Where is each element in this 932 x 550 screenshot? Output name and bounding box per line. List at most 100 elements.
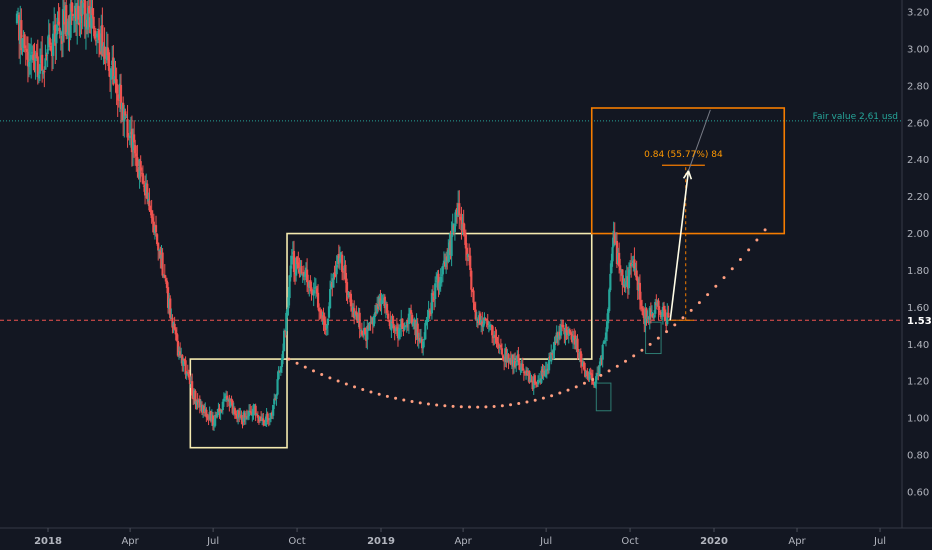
candle-down — [106, 47, 109, 56]
candle-down — [619, 265, 622, 271]
target-zone-box — [590, 107, 786, 235]
curve-dot — [426, 402, 430, 406]
candle-down — [171, 317, 174, 328]
curve-dot — [476, 405, 480, 409]
candle-down — [262, 418, 265, 421]
candle-down — [43, 71, 46, 73]
candle-up — [61, 9, 65, 42]
candle-up — [483, 317, 486, 324]
candle-up — [338, 258, 342, 262]
candle-down — [161, 252, 164, 276]
curve-dot — [418, 401, 422, 405]
curve-dot — [377, 392, 381, 396]
candle-up — [283, 330, 286, 352]
curve-dot — [640, 348, 644, 352]
curve-dot — [517, 402, 521, 406]
candle-down — [462, 222, 465, 233]
candle-up — [59, 32, 62, 36]
candle-up — [147, 199, 150, 202]
candle-up — [87, 7, 90, 30]
candle-down — [521, 363, 524, 371]
candle-up — [368, 322, 371, 331]
candle-down — [662, 305, 666, 311]
candle-up — [654, 301, 657, 314]
curve-dot — [311, 369, 315, 373]
candle-up — [399, 328, 402, 330]
candle-up — [280, 358, 284, 368]
candle-down — [238, 410, 241, 418]
candle-down — [297, 262, 300, 269]
candle-down — [103, 46, 106, 59]
y-tick-label: 1.80 — [907, 266, 929, 277]
candle-up — [372, 315, 375, 327]
curve-dot — [730, 267, 734, 271]
candle-down — [562, 324, 565, 328]
candle-up — [423, 338, 426, 341]
y-tick-label: 0.60 — [907, 488, 929, 499]
candle-down — [32, 54, 35, 61]
candle-down — [211, 415, 215, 426]
candle-down — [175, 333, 178, 341]
candle-down — [337, 253, 340, 263]
candle-up — [72, 16, 76, 18]
candle-down — [157, 242, 160, 251]
candle-up — [487, 325, 490, 327]
y-tick-label: 2.60 — [907, 118, 929, 129]
candle-down — [635, 270, 638, 281]
range-box — [286, 232, 593, 360]
candle-down — [416, 323, 419, 340]
candle-down — [230, 398, 233, 402]
candle-down — [535, 385, 539, 387]
candle-down — [437, 273, 440, 290]
candle-down — [569, 332, 573, 335]
candle-down — [41, 54, 44, 71]
candle-down — [663, 309, 667, 322]
candle-down — [431, 293, 435, 296]
candle-up — [598, 365, 601, 376]
y-tick-label: 3.00 — [907, 44, 929, 55]
candle-down — [292, 250, 296, 272]
candle-down — [249, 410, 252, 412]
candle-up — [335, 265, 338, 275]
y-tick-label: 2.20 — [907, 192, 929, 203]
candle-down — [636, 278, 639, 291]
candle-down — [156, 234, 159, 244]
support-box-aug — [595, 382, 612, 412]
curve-dot — [558, 391, 562, 395]
candle-down — [36, 56, 39, 78]
candle-up — [601, 344, 604, 360]
candle-up — [37, 74, 40, 79]
curve-dot — [566, 388, 570, 392]
candle-up — [604, 332, 608, 340]
candle-down — [302, 272, 305, 277]
candle-down — [473, 303, 476, 310]
candle-up — [538, 379, 541, 381]
candle-up — [251, 414, 254, 416]
candle-down — [667, 312, 670, 318]
candle-up — [627, 269, 631, 289]
candle-up — [595, 376, 598, 383]
current-price-value: 1.53 — [907, 316, 932, 327]
curve-dot — [747, 248, 751, 252]
candle-down — [586, 371, 589, 377]
curve-dot — [320, 372, 324, 376]
candle-down — [463, 232, 466, 237]
candle-down — [141, 173, 144, 184]
candle-up — [288, 275, 291, 299]
candle-down — [345, 278, 348, 293]
candle-up — [29, 59, 32, 61]
candle-down — [392, 323, 395, 329]
candle-up — [397, 328, 401, 339]
candle-up — [195, 400, 198, 405]
candle-down — [388, 319, 391, 321]
curve-dot — [574, 385, 578, 389]
candle-up — [312, 290, 315, 296]
candle-down — [485, 318, 488, 321]
target-measure-text: 0.84 (55.77%) 84 — [644, 150, 723, 160]
candle-down — [499, 345, 502, 348]
candle-down — [136, 157, 139, 167]
candle-down — [658, 311, 661, 313]
candle-down — [470, 270, 473, 290]
candle-up — [69, 3, 72, 38]
